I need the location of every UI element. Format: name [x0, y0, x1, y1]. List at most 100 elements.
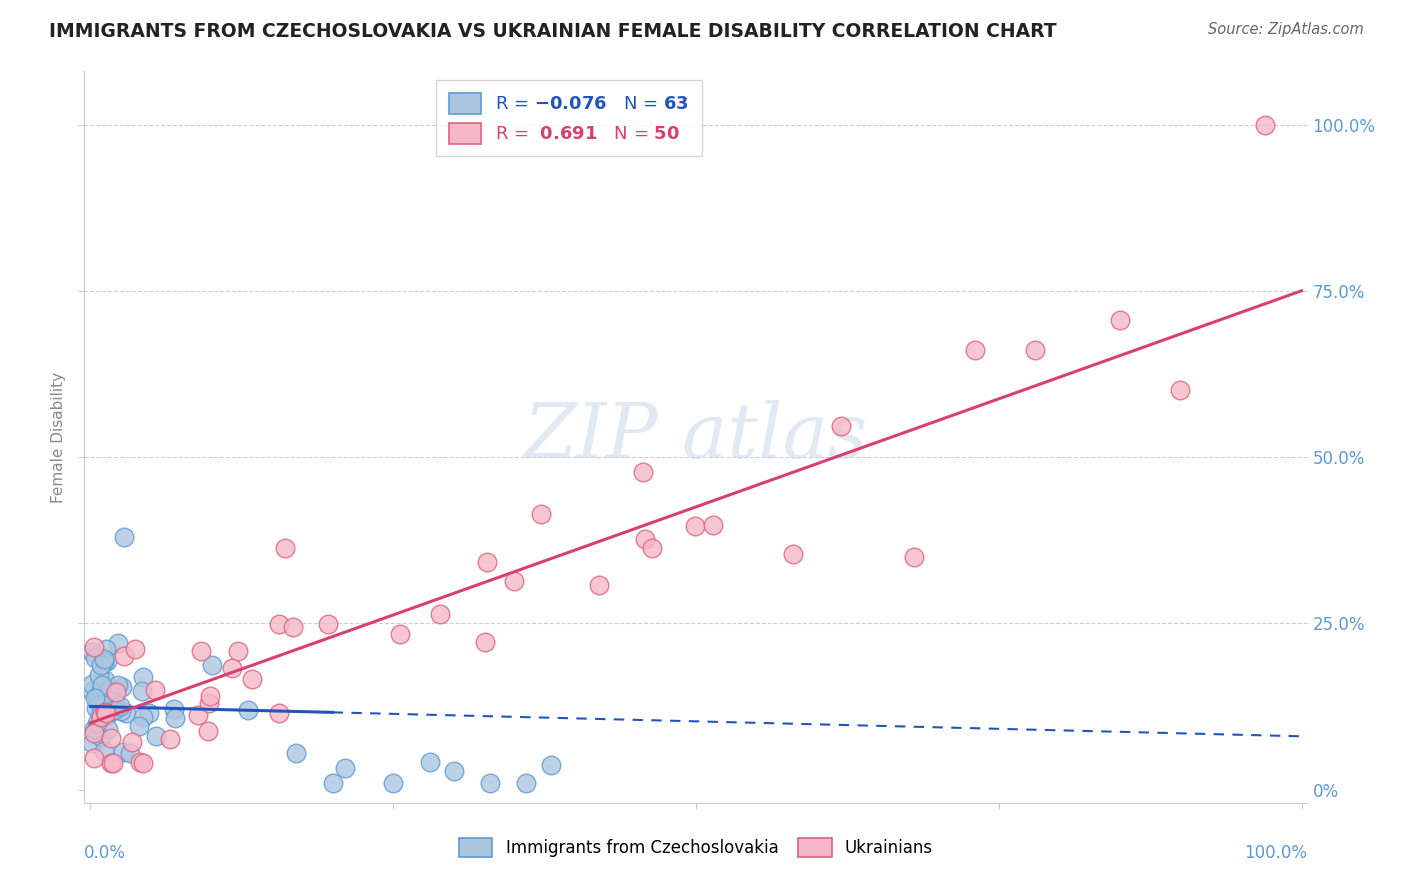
Point [89, 697, 111, 711]
Point [641, 541, 664, 555]
Point [429, 607, 451, 621]
Point [683, 519, 706, 533]
Point [316, 616, 339, 631]
Point [112, 648, 135, 663]
Point [132, 756, 155, 770]
Point [132, 670, 155, 684]
Point [84, 723, 107, 737]
Point [108, 698, 131, 713]
Point [87, 668, 110, 682]
Point [479, 776, 502, 790]
Point [90, 731, 112, 745]
Point [83, 726, 105, 740]
Point [283, 620, 305, 634]
Point [82, 736, 104, 750]
Point [474, 635, 496, 649]
Point [93, 652, 115, 666]
Point [236, 703, 259, 717]
Point [80, 677, 103, 691]
Point [131, 683, 153, 698]
Point [90, 683, 112, 698]
Point [100, 731, 122, 746]
Point [94, 642, 117, 657]
Point [475, 555, 498, 569]
Point [322, 776, 344, 790]
Point [830, 419, 852, 434]
Point [110, 704, 132, 718]
Point [382, 776, 405, 790]
Text: Source: ZipAtlas.com: Source: ZipAtlas.com [1208, 22, 1364, 37]
Point [83, 751, 105, 765]
Point [84, 651, 107, 665]
Point [104, 685, 127, 699]
Point [530, 507, 553, 521]
Point [903, 549, 925, 564]
Point [89, 657, 111, 672]
Point [197, 696, 219, 710]
Point [221, 660, 243, 674]
Point [93, 655, 115, 669]
Point [112, 530, 135, 544]
Point [633, 466, 655, 480]
Point [83, 722, 105, 736]
Point [87, 694, 110, 708]
Point [80, 683, 103, 698]
Point [100, 756, 122, 770]
Point [111, 680, 134, 694]
Legend: Immigrants from Czechoslovakia, Ukrainians: Immigrants from Czechoslovakia, Ukrainia… [453, 831, 939, 864]
Point [100, 705, 122, 719]
Point [124, 642, 146, 657]
Point [1170, 384, 1192, 398]
Point [200, 657, 222, 672]
Point [121, 734, 143, 748]
Point [86, 716, 108, 731]
Point [198, 689, 221, 703]
Point [80, 645, 103, 659]
Point [165, 711, 187, 725]
Point [90, 709, 112, 723]
Point [97, 722, 120, 736]
Point [1024, 343, 1046, 358]
Point [91, 678, 114, 692]
Point [443, 764, 465, 778]
Text: ZIP atlas: ZIP atlas [524, 401, 868, 474]
Text: IMMIGRANTS FROM CZECHOSLOVAKIA VS UKRAINIAN FEMALE DISABILITY CORRELATION CHART: IMMIGRANTS FROM CZECHOSLOVAKIA VS UKRAIN… [49, 22, 1057, 41]
Point [242, 672, 264, 686]
Point [269, 617, 291, 632]
Point [89, 707, 111, 722]
Point [702, 517, 724, 532]
Point [93, 698, 115, 712]
Point [159, 731, 181, 746]
Point [93, 743, 115, 757]
Point [84, 700, 107, 714]
Point [634, 532, 657, 546]
Point [1254, 118, 1277, 132]
Point [120, 746, 142, 760]
Point [101, 756, 124, 770]
Point [162, 702, 184, 716]
Point [285, 747, 308, 761]
Point [103, 703, 125, 717]
Point [129, 755, 152, 769]
Point [94, 706, 117, 721]
Text: 0.0%: 0.0% [84, 845, 127, 863]
Point [503, 574, 526, 589]
Point [97, 683, 120, 698]
Point [112, 745, 135, 759]
Point [94, 705, 117, 719]
Point [540, 758, 562, 772]
Point [269, 706, 291, 720]
Point [96, 654, 118, 668]
Point [418, 755, 440, 769]
Point [782, 547, 804, 561]
Point [515, 776, 537, 790]
Point [274, 541, 297, 555]
Point [96, 707, 118, 722]
Point [1108, 313, 1130, 327]
Point [107, 678, 129, 692]
Point [389, 627, 412, 641]
Point [86, 689, 108, 703]
Point [333, 761, 356, 775]
Point [83, 691, 105, 706]
Text: 100.0%: 100.0% [1244, 845, 1308, 863]
